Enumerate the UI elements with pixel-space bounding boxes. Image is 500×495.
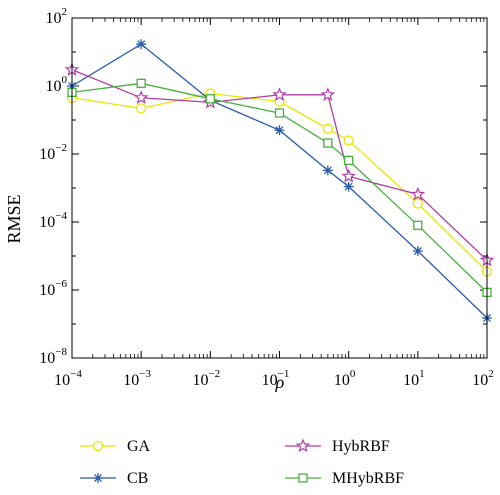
series-line-mhybrbf xyxy=(71,82,488,293)
legend-item-mhybrbf: MHybRBF xyxy=(285,470,404,487)
legend-item-cb: CB xyxy=(80,470,148,487)
x-tick-label: 10−2 xyxy=(192,368,220,389)
y-tick-label: 100 xyxy=(46,74,68,95)
legend-label-hybrbf: HybRBF xyxy=(332,438,390,455)
data-point-cb xyxy=(136,39,147,50)
data-point-hybrbf xyxy=(341,168,356,183)
y-axis-label: RMSE xyxy=(4,194,24,243)
ticks-layer: 10−4 10−3 10−2 10−1 100 101 102 10−8 10−6 10−4 10−… xyxy=(39,6,493,389)
x-tick-label: 10−1 xyxy=(262,368,290,389)
data-point-mhybrbf xyxy=(205,94,215,104)
series-line-ga xyxy=(71,92,488,272)
data-point-mhybrbf xyxy=(344,155,354,166)
plot-frame xyxy=(71,17,488,359)
y-tick-label: 10−4 xyxy=(39,210,67,231)
series-mhybrbf xyxy=(67,78,492,298)
data-point-ga xyxy=(322,123,333,134)
legend: GA CB HybRBF MHybRBF xyxy=(80,438,404,487)
data-point-hybrbf xyxy=(320,87,336,102)
series-line-hybrbf xyxy=(71,69,488,261)
legend-label-mhybrbf: MHybRBF xyxy=(332,470,404,487)
x-tick-label: 10−4 xyxy=(54,368,82,389)
y-tick-label: 10−2 xyxy=(39,142,67,163)
data-point-mhybrbf xyxy=(413,220,423,230)
legend-marker-cb xyxy=(93,473,103,483)
data-point-cb xyxy=(322,165,333,176)
data-point-cb xyxy=(274,125,285,136)
data-point-mhybrbf xyxy=(274,108,285,118)
data-point-hybrbf xyxy=(410,186,426,201)
y-tick-label: 10−6 xyxy=(39,278,67,299)
data-point-cb xyxy=(343,181,354,192)
data-point-ga xyxy=(412,198,423,209)
y-tick-label: 102 xyxy=(46,6,68,27)
legend-item-hybrbf: HybRBF xyxy=(285,438,390,455)
x-tick-label: 101 xyxy=(403,368,425,389)
legend-marker-ga xyxy=(92,440,104,452)
legend-label-ga: GA xyxy=(127,438,151,455)
data-point-cb xyxy=(412,246,423,257)
x-tick-label: 10−3 xyxy=(123,368,151,389)
data-point-hybrbf xyxy=(133,90,149,104)
data-point-ga xyxy=(343,135,354,146)
x-axis-label: ρ xyxy=(275,372,285,392)
series-line-cb xyxy=(71,43,488,319)
series-hybrbf xyxy=(64,62,495,267)
data-point-ga xyxy=(136,103,147,114)
legend-item-ga: GA xyxy=(80,438,151,455)
x-tick-label: 102 xyxy=(472,368,494,389)
x-tick-label: 100 xyxy=(334,368,356,389)
series-layer xyxy=(64,39,495,324)
legend-label-cb: CB xyxy=(127,470,148,487)
series-cb xyxy=(67,39,492,324)
y-tick-label: 10−8 xyxy=(39,346,67,367)
data-point-hybrbf xyxy=(272,87,287,102)
legend-marker-mhybrbf xyxy=(298,473,308,483)
data-point-mhybrbf xyxy=(323,138,333,148)
legend-marker-hybrbf xyxy=(295,438,311,453)
data-point-mhybrbf xyxy=(136,78,146,88)
